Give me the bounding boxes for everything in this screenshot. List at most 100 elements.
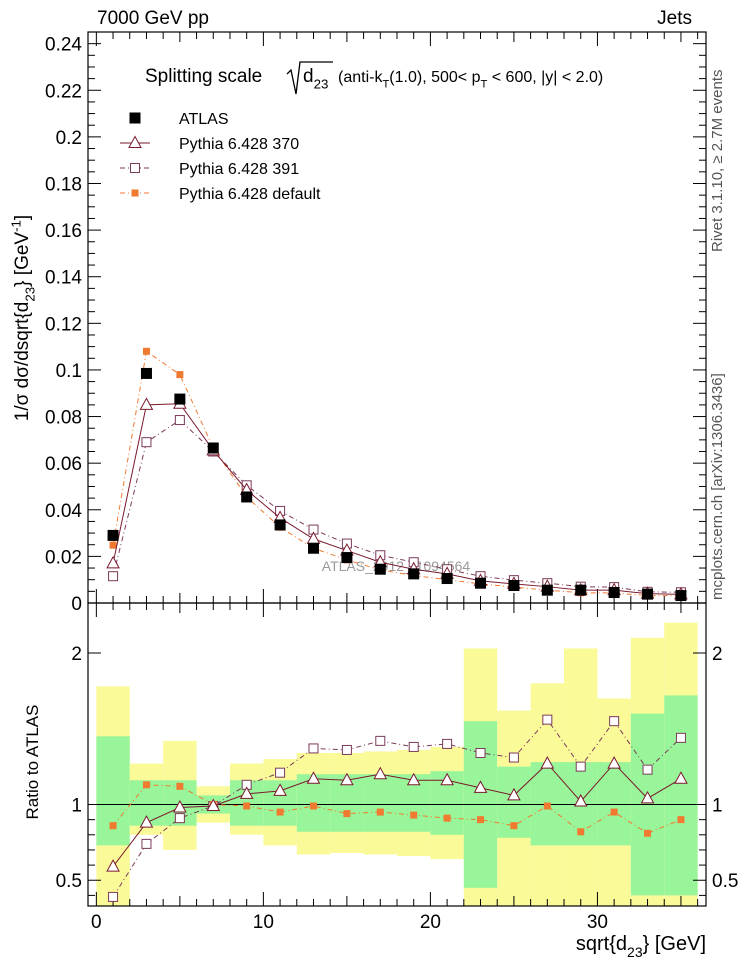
ratio-point-pythia-6-428-370 (239, 786, 254, 799)
data-point-atlas (274, 519, 286, 531)
axis-ticks (88, 31, 706, 906)
series-line-pythia-6-428-370 (112, 403, 681, 595)
data-point-atlas (541, 584, 553, 596)
ratio-point-pythia-6-428-default (309, 802, 317, 810)
ratio-point-pythia-6-428-default (477, 816, 485, 824)
data-point-atlas (341, 552, 353, 564)
rivet-label: Rivet 3.1.10, ≥ 2.7M events (709, 69, 726, 253)
data-point-pythia-6-428-default (109, 541, 117, 549)
ratio-point-pythia-6-428-370 (473, 780, 488, 793)
legend-label: Pythia 6.428 391 (179, 161, 299, 178)
y-tick-label: 0.08 (45, 408, 82, 429)
ratio-point-pythia-6-428-370 (640, 790, 655, 804)
data-point-atlas (374, 563, 386, 575)
ratio-point-pythia-6-428-default (443, 814, 451, 822)
title-observable: d23 (303, 66, 328, 92)
ratio-y-axis-title: Ratio to ATLAS (23, 705, 42, 820)
legend-label: Pythia 6.428 370 (179, 136, 299, 153)
y-tick-label: 0.22 (45, 81, 82, 102)
ratio-point-pythia-6-428-370 (306, 771, 321, 784)
stat-uncertainty-band (664, 695, 698, 896)
y-tick-label: 0.04 (45, 501, 82, 522)
ratio-point-pythia-6-428-default (677, 816, 685, 824)
ratio-point-pythia-6-428-391 (475, 747, 486, 758)
x-tick-label: 20 (420, 912, 441, 933)
data-point-pythia-6-428-391 (174, 415, 185, 426)
data-point-pythia-6-428-default (176, 371, 184, 379)
x-axis-title: sqrt{d23} [GeV] (576, 933, 706, 960)
ratio-point-pythia-6-428-default (510, 822, 518, 830)
ratio-line-pythia-6-428-370 (112, 762, 682, 867)
ratio-point-pythia-6-428-391 (675, 732, 686, 743)
data-point-atlas (475, 577, 487, 589)
ratio-point-pythia-6-428-default (577, 828, 585, 836)
ratio-point-pythia-6-428-391 (508, 752, 519, 763)
data-point-pythia-6-428-default (142, 347, 150, 355)
data-point-atlas (642, 588, 654, 600)
data-point-atlas (207, 442, 219, 454)
ratio-point-pythia-6-428-default (276, 808, 284, 816)
header-process: Jets (657, 8, 692, 29)
ratio-point-pythia-6-428-370 (139, 815, 154, 828)
ratio-point-pythia-6-428-370 (273, 783, 287, 796)
title-cuts: (anti-kT(1.0), 500< pT < 600, |y| < 2.0) (338, 69, 603, 91)
mcplots-label: mcplots.cern.ch [arXiv:1306.3436] (709, 373, 726, 600)
legend-label: ATLAS (179, 111, 229, 128)
legend-marker-atlas (129, 112, 141, 124)
ratio-point-pythia-6-428-391 (174, 813, 185, 824)
y-tick-label: 0.24 (45, 35, 82, 56)
ratio-point-pythia-6-428-370 (340, 772, 354, 786)
ratio-y-tick-label-right: 0.5 (712, 871, 738, 892)
stat-uncertainty-band (363, 774, 397, 832)
ratio-point-pythia-6-428-391 (375, 735, 386, 746)
legend-marker-pythia-6-428-370 (128, 135, 142, 148)
chart-title: Splitting scale (145, 66, 262, 87)
legend-label: Pythia 6.428 default (179, 186, 321, 203)
data-point-atlas (107, 529, 119, 541)
y-tick-label: 0.18 (45, 174, 82, 195)
ratio-y-tick-label-right: 1 (712, 795, 723, 816)
ratio-series (106, 714, 688, 902)
y-tick-label: 0.12 (45, 314, 82, 335)
ratio-point-pythia-6-428-391 (275, 767, 286, 778)
ratio-point-pythia-6-428-370 (573, 793, 588, 807)
ratio-point-pythia-6-428-391 (609, 716, 620, 727)
ratio-point-pythia-6-428-default (410, 811, 418, 819)
data-point-atlas (575, 584, 587, 596)
ratio-point-pythia-6-428-391 (341, 744, 352, 755)
stat-uncertainty-band (597, 762, 631, 846)
ratio-point-pythia-6-428-370 (406, 772, 421, 786)
series-line-pythia-6-428-391 (112, 419, 681, 593)
legend-marker-pythia-6-428-default (131, 189, 139, 197)
ratio-point-pythia-6-428-default (109, 822, 117, 830)
legend-marker-pythia-6-428-391 (130, 163, 140, 173)
ratio-point-pythia-6-428-391 (308, 743, 319, 754)
data-point-atlas (307, 542, 319, 554)
ratio-point-pythia-6-428-370 (507, 787, 521, 801)
ratio-line-pythia-6-428-391 (112, 718, 682, 898)
ratio-point-pythia-6-428-370 (540, 756, 555, 769)
y-tick-label: 0.02 (45, 547, 82, 568)
ratio-point-pythia-6-428-default (610, 808, 618, 816)
data-point-atlas (441, 573, 453, 585)
series-line-pythia-6-428-default (112, 350, 681, 597)
ratio-point-pythia-6-428-default (644, 829, 652, 837)
sqrt-symbol (286, 61, 333, 95)
ratio-y-tick-label: 2 (71, 644, 82, 665)
y-tick-label: 0.06 (45, 454, 82, 475)
data-point-atlas (140, 367, 152, 379)
data-point-atlas (174, 393, 186, 405)
ratio-point-pythia-6-428-391 (542, 714, 553, 725)
data-point-pythia-6-428-391 (108, 571, 119, 582)
data-point-atlas (408, 568, 420, 580)
ratio-point-pythia-6-428-default (142, 781, 150, 789)
ratio-point-pythia-6-428-370 (106, 859, 120, 872)
ratio-point-pythia-6-428-370 (440, 772, 454, 786)
data-point-pythia-6-428-391 (141, 437, 152, 448)
data-point-atlas (608, 587, 620, 599)
uncertainty-bands (96, 622, 698, 906)
y-tick-label: 0.14 (45, 268, 82, 289)
ratio-point-pythia-6-428-370 (674, 771, 688, 784)
y-tick-label: 0 (71, 594, 82, 615)
